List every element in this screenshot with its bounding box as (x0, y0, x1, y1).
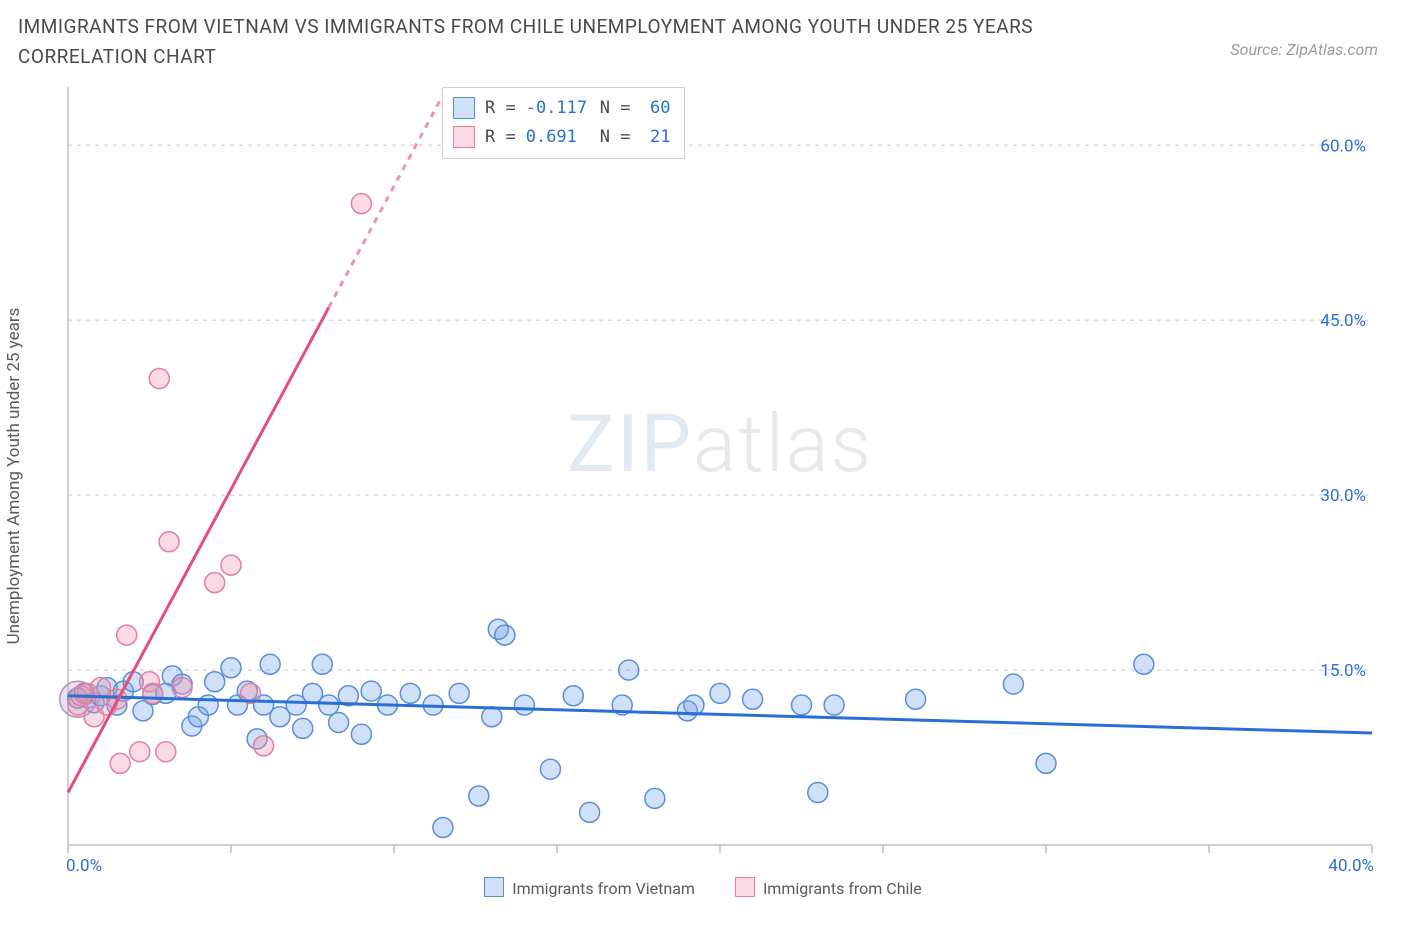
data-point (329, 712, 349, 732)
data-point (645, 788, 665, 808)
stats-n-label: N = (600, 123, 631, 152)
data-point (361, 681, 381, 701)
data-point (469, 786, 489, 806)
data-point (159, 532, 179, 552)
legend-item: Immigrants from Chile (735, 877, 922, 898)
data-point (449, 683, 469, 703)
data-point (906, 689, 926, 709)
bottom-legend: Immigrants from Vietnam Immigrants from C… (0, 871, 1406, 898)
data-point (260, 654, 280, 674)
stats-n-value: 21 (640, 123, 670, 152)
data-point (351, 724, 371, 744)
y-tick-label: 15.0% (1320, 661, 1366, 681)
chart-container: Unemployment Among Youth under 25 years … (52, 81, 1388, 871)
legend-swatch (453, 97, 475, 119)
data-point (293, 718, 313, 738)
data-point (205, 672, 225, 692)
legend-label: Immigrants from Vietnam (512, 879, 695, 898)
stats-legend-box: R = -0.117 N = 60 R = 0.691 N = 21 (442, 87, 685, 159)
data-point (1003, 674, 1023, 694)
legend-label: Immigrants from Chile (763, 879, 922, 898)
data-point (143, 683, 163, 703)
data-point (400, 683, 420, 703)
data-point (172, 677, 192, 697)
stats-n-value: 60 (640, 94, 670, 123)
y-tick-label: 45.0% (1320, 311, 1366, 331)
data-point (792, 695, 812, 715)
y-tick-label: 30.0% (1320, 486, 1366, 506)
data-point (205, 572, 225, 592)
data-point (495, 625, 515, 645)
data-point (319, 695, 339, 715)
trend-line-dashed (329, 87, 447, 307)
data-point (808, 782, 828, 802)
legend-swatch (735, 877, 755, 897)
legend-swatch (453, 126, 475, 148)
stats-row: R = -0.117 N = 60 (453, 94, 670, 123)
data-point (156, 741, 176, 761)
data-point (221, 555, 241, 575)
data-point (117, 625, 137, 645)
legend-swatch (484, 877, 504, 897)
data-point (221, 658, 241, 678)
header: IMMIGRANTS FROM VIETNAM VS IMMIGRANTS FR… (0, 0, 1406, 73)
stats-row: R = 0.691 N = 21 (453, 123, 670, 152)
stats-n-label: N = (600, 94, 631, 123)
data-point (563, 686, 583, 706)
x-tick-label: 40.0% (1328, 856, 1374, 871)
chart-title: IMMIGRANTS FROM VIETNAM VS IMMIGRANTS FR… (18, 12, 1118, 73)
scatter-plot: 0.0% 40.0% 15.0% 30.0% 45.0% 60.0% (52, 81, 1388, 871)
data-point (1134, 654, 1154, 674)
data-point (433, 817, 453, 837)
data-point (312, 654, 332, 674)
data-point (110, 753, 130, 773)
data-point (351, 193, 371, 213)
y-tick-label: 60.0% (1320, 136, 1366, 156)
data-point (1036, 753, 1056, 773)
data-point (580, 802, 600, 822)
data-point (254, 736, 274, 756)
data-point (619, 660, 639, 680)
stats-r-label: R = (485, 94, 516, 123)
data-point (743, 689, 763, 709)
data-point (710, 683, 730, 703)
data-point (149, 368, 169, 388)
y-axis-label: Unemployment Among Youth under 25 years (4, 307, 24, 644)
source-attribution: Source: ZipAtlas.com (1230, 12, 1388, 59)
x-tick-label: 0.0% (66, 856, 102, 871)
legend-item: Immigrants from Vietnam (484, 877, 695, 898)
data-point (514, 695, 534, 715)
data-point (130, 741, 150, 761)
stats-r-value: -0.117 (526, 94, 590, 123)
stats-r-value: 0.691 (526, 123, 590, 152)
data-point (482, 707, 502, 727)
stats-r-label: R = (485, 123, 516, 152)
data-point (540, 759, 560, 779)
data-point (824, 695, 844, 715)
